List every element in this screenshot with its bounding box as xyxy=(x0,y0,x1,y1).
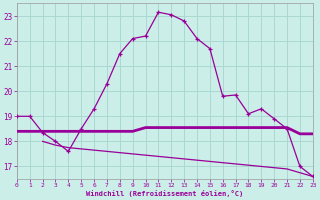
X-axis label: Windchill (Refroidissement éolien,°C): Windchill (Refroidissement éolien,°C) xyxy=(86,190,244,197)
